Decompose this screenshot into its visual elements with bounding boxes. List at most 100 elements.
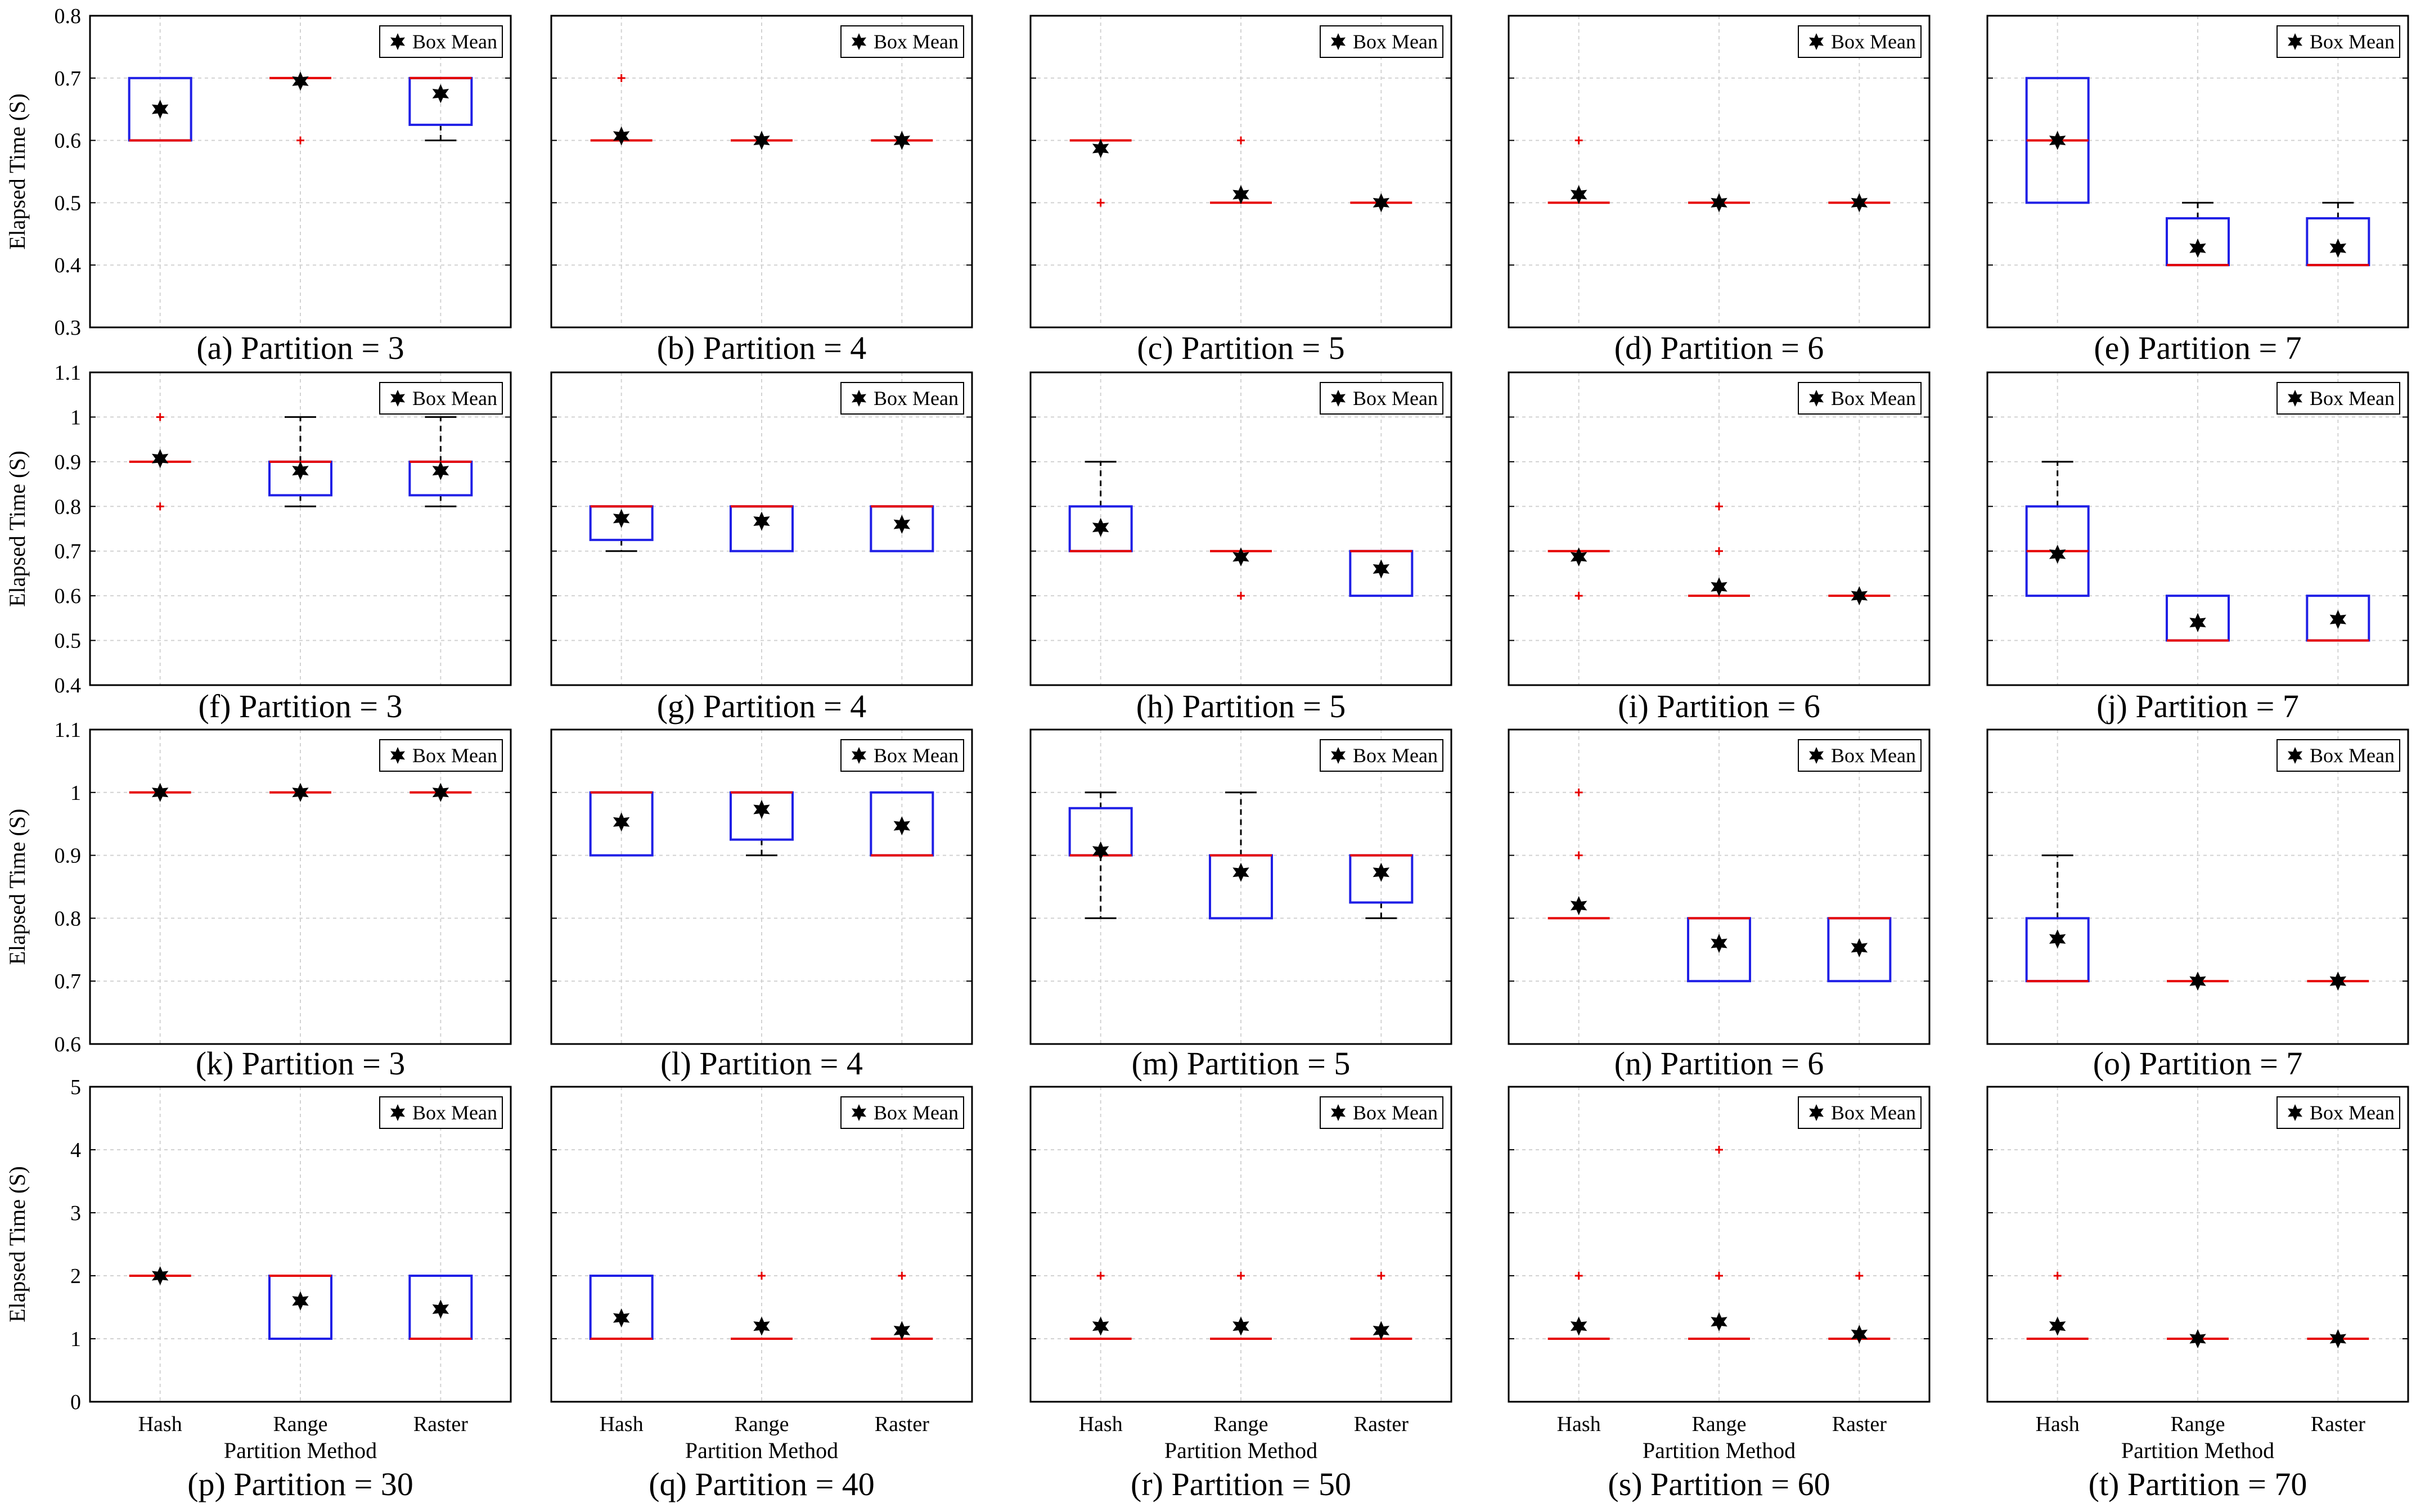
legend-mean-icon	[2288, 390, 2302, 407]
outlier-marker	[1237, 592, 1245, 600]
box-range	[2166, 595, 2230, 642]
mean-marker	[292, 1291, 309, 1311]
box-range	[268, 416, 332, 507]
box-range	[1687, 917, 1751, 983]
mean-marker	[2189, 238, 2206, 258]
box-range	[269, 71, 331, 145]
legend: Box Mean	[1798, 1096, 1922, 1129]
box-hash	[129, 782, 191, 802]
box-range	[2167, 1329, 2229, 1348]
y-tick-label: 0.6	[55, 1033, 82, 1056]
legend-mean-icon	[852, 1104, 866, 1121]
legend: Box Mean	[1320, 382, 1443, 415]
legend-mean-icon	[1331, 390, 1346, 407]
legend: Box Mean	[379, 1096, 503, 1129]
legend: Box Mean	[379, 382, 503, 415]
x-tick-label: Hash	[1079, 1412, 1123, 1436]
x-tick-label: Hash	[2036, 1412, 2080, 1436]
subplot-h: Box Mean (h) Partition = 5	[1029, 371, 1452, 724]
subplot-caption: (j) Partition = 7	[2096, 688, 2299, 724]
axes-frame	[1508, 371, 1931, 686]
legend: Box Mean	[840, 25, 964, 58]
mean-marker	[1092, 841, 1109, 861]
mean-marker	[1570, 1316, 1587, 1336]
y-tick-label: 0.3	[55, 316, 82, 340]
mean-marker	[2049, 1316, 2066, 1336]
legend-mean-icon	[852, 390, 866, 407]
mean-marker	[292, 782, 309, 802]
box-range	[1210, 1272, 1272, 1340]
axes-frame	[89, 15, 512, 328]
mean-marker	[1373, 559, 1390, 579]
subplot-q: Box Mean Hash Range Raster Partition Method (…	[550, 1086, 973, 1502]
outlier-marker	[296, 136, 304, 145]
x-tick-label: Range	[734, 1412, 789, 1436]
mean-marker	[893, 130, 911, 150]
mean-marker	[2329, 610, 2347, 629]
box-hash	[129, 413, 191, 511]
outlier-marker	[1715, 1272, 1723, 1280]
mean-marker	[893, 515, 911, 534]
legend-label: Box Mean	[412, 744, 497, 767]
legend: Box Mean	[840, 382, 964, 415]
box-hash	[1547, 1272, 1610, 1340]
y-tick-label: 0.8	[55, 907, 82, 930]
x-tick-label: Hash	[600, 1412, 644, 1436]
y-tick-label: 4	[70, 1138, 81, 1162]
axes-frame	[89, 371, 512, 686]
mean-marker	[1373, 193, 1390, 213]
mean-marker	[1092, 1316, 1109, 1336]
legend: Box Mean	[2276, 382, 2400, 415]
subplot-e: Box Mean (e) Partition = 7	[1986, 15, 2409, 366]
subplot-caption: (f) Partition = 3	[199, 688, 403, 724]
subplot-caption: (a) Partition = 3	[196, 330, 404, 366]
legend-mean-icon	[1331, 747, 1346, 764]
legend-mean-icon	[390, 390, 405, 407]
x-tick-label: Range	[1213, 1412, 1268, 1436]
y-tick-label: 0.9	[55, 844, 82, 868]
box-raster	[871, 130, 933, 150]
subplot-m: Box Mean (m) Partition = 5	[1029, 728, 1452, 1082]
subplot-i: Box Mean (i) Partition = 6	[1508, 371, 1931, 724]
legend-label: Box Mean	[1831, 30, 1916, 53]
box-range	[1210, 547, 1272, 600]
legend-mean-icon	[1809, 33, 1824, 50]
mean-marker	[893, 816, 911, 836]
box-hash	[128, 76, 192, 142]
outlier-marker	[1574, 1272, 1583, 1280]
box-range	[1688, 502, 1750, 597]
y-tick-label: 5	[70, 1076, 81, 1099]
x-axis-label: Partition Method	[2121, 1438, 2274, 1463]
outlier-marker	[758, 1272, 766, 1280]
mean-marker	[2189, 1329, 2206, 1348]
legend-label: Box Mean	[874, 744, 959, 767]
legend-mean-icon	[1331, 1104, 1346, 1121]
subplot-b: Box Mean (b) Partition = 4	[550, 15, 973, 366]
mean-marker	[1570, 896, 1587, 915]
box-raster	[870, 505, 934, 552]
mean-marker	[1570, 185, 1587, 204]
subplot-l: Box Mean (l) Partition = 4	[550, 728, 973, 1082]
subplot-p: 0 1 2 3 4 5 Elapsed Time (S) Box Mean Hash Range R…	[5, 1076, 512, 1502]
mean-marker	[613, 126, 630, 146]
y-axis-label: Elapsed Time (S)	[5, 809, 30, 965]
subplot-caption: (o) Partition = 7	[2093, 1045, 2303, 1082]
mean-marker	[1092, 518, 1109, 537]
x-tick-label: Raster	[2311, 1412, 2365, 1436]
box-raster	[1828, 586, 1891, 606]
mean-marker	[2329, 971, 2347, 991]
axes-frame	[1029, 1086, 1452, 1403]
legend: Box Mean	[1320, 739, 1443, 772]
legend-mean-icon	[2288, 1104, 2302, 1121]
mean-marker	[1373, 862, 1390, 882]
mean-marker	[1232, 862, 1249, 882]
legend: Box Mean	[2276, 25, 2400, 58]
legend-label: Box Mean	[1831, 387, 1916, 410]
x-axis-label: Partition Method	[1643, 1438, 1796, 1463]
legend-label: Box Mean	[2310, 744, 2395, 767]
outlier-marker	[1855, 1272, 1864, 1280]
legend: Box Mean	[1320, 25, 1443, 58]
legend-mean-icon	[2288, 33, 2302, 50]
box-hash	[2025, 461, 2090, 597]
legend: Box Mean	[1798, 382, 1922, 415]
